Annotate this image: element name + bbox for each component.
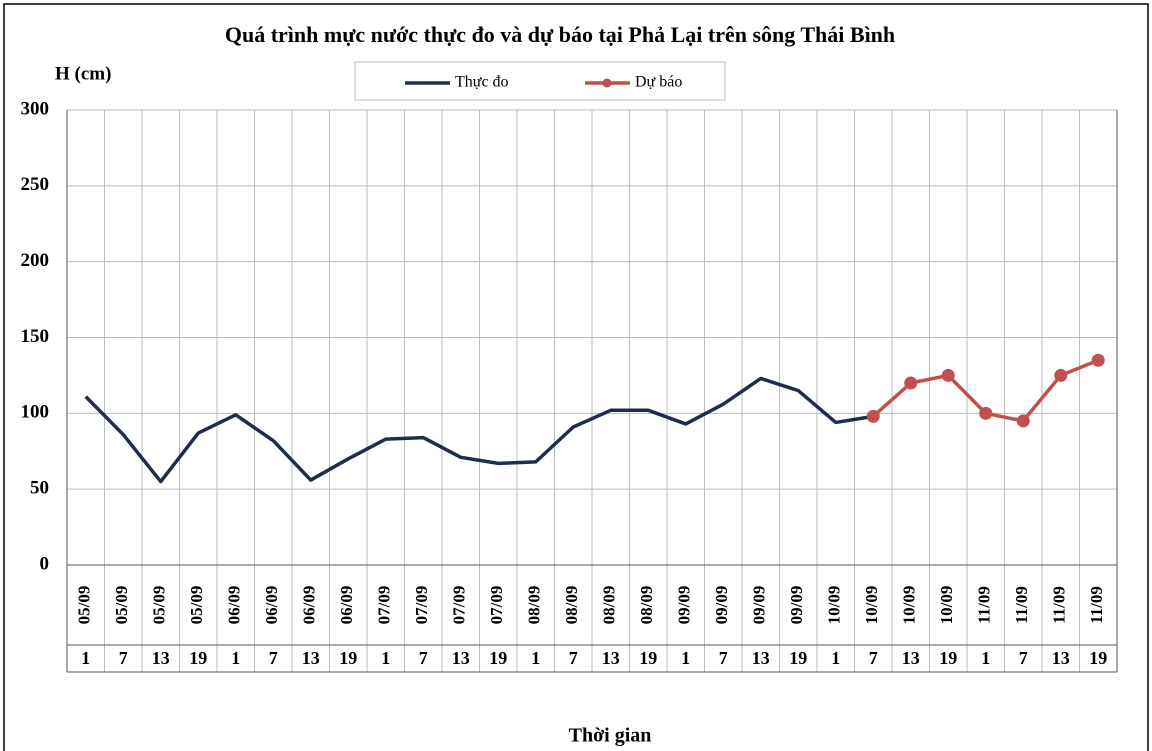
x-tick-hour: 1 [831,648,840,668]
y-axis-label: H (cm) [55,63,111,84]
series-marker [1054,368,1068,382]
y-tick-label: 200 [21,250,50,271]
x-tick-date: 10/09 [825,586,844,625]
x-tick-hour: 19 [189,648,207,668]
x-tick-date: 09/09 [787,586,806,625]
x-tick-date: 09/09 [712,586,731,625]
x-tick-date: 10/09 [900,586,919,625]
x-tick-date: 07/09 [375,586,394,625]
x-tick-date: 11/09 [1087,586,1106,624]
x-tick-date: 05/09 [187,586,206,625]
x-tick-date: 10/09 [937,586,956,625]
x-tick-hour: 19 [939,648,957,668]
y-tick-label: 300 [21,98,50,119]
series-marker [941,368,955,382]
x-tick-hour: 19 [1089,648,1107,668]
x-tick-hour: 7 [269,648,278,668]
chart-title: Quá trình mực nước thực đo và dự báo tại… [225,22,895,47]
legend-label: Thực đo [455,74,509,91]
x-tick-date: 11/09 [1012,586,1031,624]
x-tick-date: 09/09 [675,586,694,625]
x-tick-date: 06/09 [262,586,281,625]
x-tick-hour: 1 [231,648,240,668]
chart-border [3,3,1149,751]
x-tick-hour: 1 [681,648,690,668]
x-tick-hour: 13 [152,648,170,668]
x-tick-hour: 13 [902,648,920,668]
x-tick-hour: 7 [419,648,428,668]
y-tick-label: 100 [21,402,50,423]
y-tick-label: 50 [30,478,49,499]
x-tick-hour: 19 [789,648,807,668]
x-tick-hour: 19 [339,648,357,668]
x-tick-date: 06/09 [300,586,319,625]
x-tick-hour: 19 [489,648,507,668]
x-tick-date: 06/09 [225,586,244,625]
legend-marker [602,78,612,88]
x-tick-date: 06/09 [337,586,356,625]
x-tick-hour: 13 [452,648,470,668]
x-tick-hour: 1 [531,648,540,668]
series-marker [1091,353,1105,367]
x-tick-hour: 13 [752,648,770,668]
series-line [84,376,874,484]
x-tick-date: 08/09 [637,586,656,625]
x-tick-date: 05/09 [75,586,94,625]
x-tick-date: 07/09 [412,586,431,625]
x-tick-date: 05/09 [150,586,169,625]
x-tick-hour: 19 [639,648,657,668]
x-tick-hour: 1 [81,648,90,668]
y-tick-label: 150 [21,326,50,347]
x-tick-date: 08/09 [525,586,544,625]
x-tick-date: 11/09 [975,586,994,624]
legend-label: Dự báo [635,74,682,91]
x-tick-date: 07/09 [450,586,469,625]
legend-box [354,61,726,101]
x-tick-date: 07/09 [487,586,506,625]
series-marker [866,409,880,423]
x-tick-date: 11/09 [1050,586,1069,624]
x-tick-hour: 1 [381,648,390,668]
x-tick-date: 09/09 [750,586,769,625]
x-tick-hour: 13 [302,648,320,668]
x-tick-hour: 7 [119,648,128,668]
x-tick-hour: 7 [869,648,878,668]
x-tick-date: 08/09 [600,586,619,625]
x-axis-label: Thời gian [569,725,652,747]
x-tick-date: 08/09 [562,586,581,625]
series-marker [904,376,918,390]
series-marker [979,406,993,420]
x-tick-hour: 1 [981,648,990,668]
x-tick-date: 05/09 [112,586,131,625]
series-marker [1016,414,1030,428]
x-tick-date: 10/09 [862,586,881,625]
x-tick-hour: 7 [1019,648,1028,668]
x-tick-hour: 7 [719,648,728,668]
x-tick-hour: 7 [569,648,578,668]
y-tick-label: 0 [40,553,50,574]
y-tick-label: 250 [21,174,50,195]
x-tick-hour: 13 [1052,648,1070,668]
x-tick-hour: 13 [602,648,620,668]
